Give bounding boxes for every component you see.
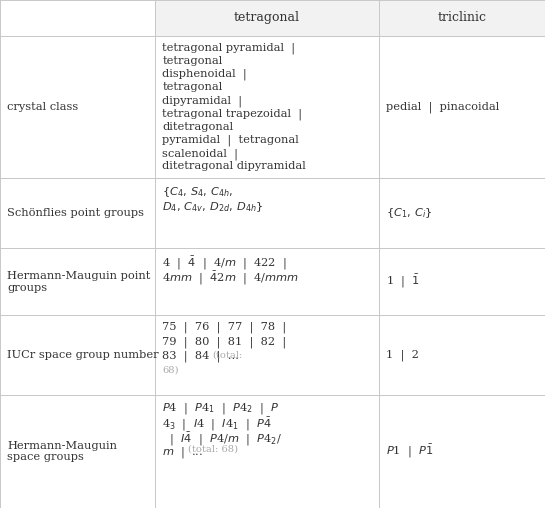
Text: |  $I\bar{4}$  |  $P$4/$m$  |  $P$4$_2$/: | $I\bar{4}$ | $P$4/$m$ | $P$4$_2$/ <box>162 430 282 448</box>
Bar <box>0 395 155 508</box>
Text: tetragonal: tetragonal <box>234 12 300 24</box>
Text: 68): 68) <box>162 366 179 374</box>
Text: (total:: (total: <box>213 351 243 360</box>
Text: $P$4  |  $P$4$_1$  |  $P$4$_2$  |  $P$: $P$4 | $P$4$_1$ | $P$4$_2$ | $P$ <box>162 401 280 416</box>
Text: scalenoidal  |: scalenoidal | <box>162 148 238 160</box>
Bar <box>155 0 379 36</box>
Text: $D_4,\, C_{4v},\, D_{2d},\, D_{4h}\}$: $D_4,\, C_{4v},\, D_{2d},\, D_{4h}\}$ <box>162 200 264 214</box>
Bar <box>155 178 379 248</box>
Text: 1  |  2: 1 | 2 <box>386 349 419 361</box>
Text: tetragonal: tetragonal <box>162 82 223 92</box>
Text: Schönflies point groups: Schönflies point groups <box>7 208 144 218</box>
Text: dipyramidal  |: dipyramidal | <box>162 96 243 107</box>
Bar <box>155 248 379 315</box>
Text: Hermann-Mauguin
space groups: Hermann-Mauguin space groups <box>7 440 117 462</box>
Text: ditetragonal: ditetragonal <box>162 122 234 132</box>
Bar <box>379 178 545 248</box>
Text: $m$  |  ...: $m$ | ... <box>162 445 204 460</box>
Text: pyramidal  |  tetragonal: pyramidal | tetragonal <box>162 135 299 146</box>
Bar <box>0 178 155 248</box>
Bar <box>379 395 545 508</box>
Text: $\{C_1,\, C_i\}$: $\{C_1,\, C_i\}$ <box>386 207 432 220</box>
Bar <box>0 36 155 178</box>
Text: 1  |  $\bar{1}$: 1 | $\bar{1}$ <box>386 273 420 291</box>
Text: triclinic: triclinic <box>438 12 486 24</box>
Text: tetragonal: tetragonal <box>162 56 223 66</box>
Bar <box>379 315 545 395</box>
Text: 4  |  $\bar{4}$  |  4/$m$  |  422  |: 4 | $\bar{4}$ | 4/$m$ | 422 | <box>162 255 287 272</box>
Bar <box>155 395 379 508</box>
Text: $P$1  |  $P\bar{1}$: $P$1 | $P\bar{1}$ <box>386 442 433 460</box>
Bar <box>0 248 155 315</box>
Text: disphenoidal  |: disphenoidal | <box>162 69 247 80</box>
Text: 4$mm$  |  $\bar{4}$2$m$  |  4/$mmm$: 4$mm$ | $\bar{4}$2$m$ | 4/$mmm$ <box>162 270 300 288</box>
Text: 79  |  80  |  81  |  82  |: 79 | 80 | 81 | 82 | <box>162 336 287 348</box>
Bar <box>379 248 545 315</box>
Text: 4$_3$  |  $I$4  |  $I$4$_1$  |  $P\bar{4}$: 4$_3$ | $I$4 | $I$4$_1$ | $P\bar{4}$ <box>162 416 272 433</box>
Text: 75  |  76  |  77  |  78  |: 75 | 76 | 77 | 78 | <box>162 322 287 333</box>
Text: ditetragonal dipyramidal: ditetragonal dipyramidal <box>162 162 306 171</box>
Text: 83  |  84  |  ...: 83 | 84 | ... <box>162 351 239 363</box>
Text: (total: 68): (total: 68) <box>188 445 238 454</box>
Bar <box>379 36 545 178</box>
Bar <box>379 0 545 36</box>
Bar <box>0 0 155 36</box>
Text: Hermann-Mauguin point
groups: Hermann-Mauguin point groups <box>7 271 150 293</box>
Text: tetragonal trapezoidal  |: tetragonal trapezoidal | <box>162 109 302 120</box>
Text: tetragonal pyramidal  |: tetragonal pyramidal | <box>162 43 295 54</box>
Bar <box>155 315 379 395</box>
Text: crystal class: crystal class <box>7 102 78 112</box>
Text: IUCr space group number: IUCr space group number <box>7 350 159 360</box>
Bar <box>0 315 155 395</box>
Text: $\{C_4,\, S_4,\, C_{4h},$: $\{C_4,\, S_4,\, C_{4h},$ <box>162 185 234 199</box>
Bar <box>155 36 379 178</box>
Text: pedial  |  pinacoidal: pedial | pinacoidal <box>386 102 499 113</box>
